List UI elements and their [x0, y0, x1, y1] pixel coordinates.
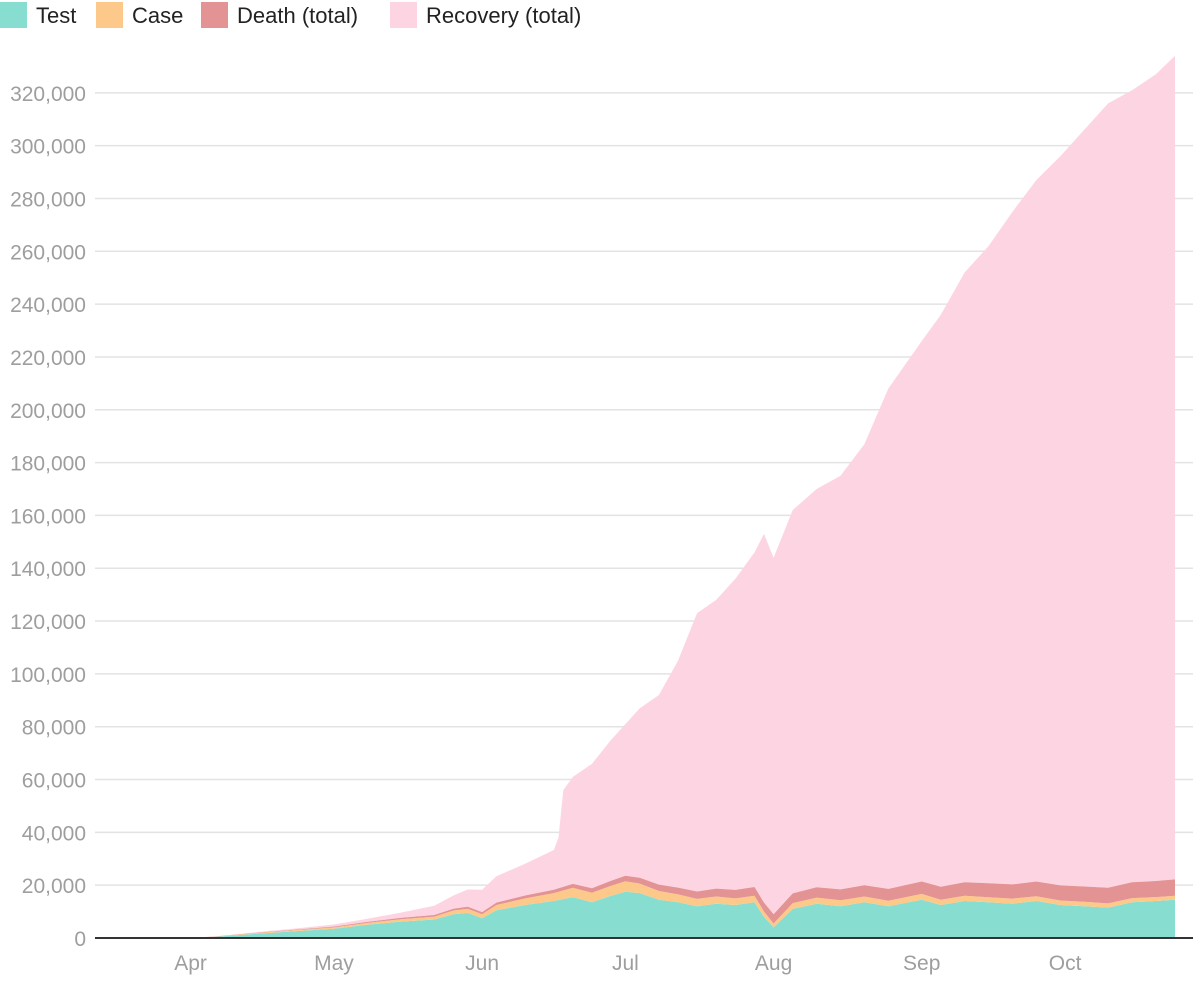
area-test — [95, 891, 1175, 938]
x-tick-label: May — [314, 952, 354, 975]
y-tick-label: 180,000 — [10, 453, 86, 476]
legend-item: Test — [0, 2, 76, 28]
y-tick-label: 300,000 — [10, 136, 86, 159]
y-tick-label: 120,000 — [10, 611, 86, 634]
legend-swatch — [0, 2, 27, 28]
plot-areas — [95, 55, 1175, 939]
legend-label: Case — [132, 3, 183, 28]
x-tick-label: Jun — [465, 952, 499, 975]
y-tick-label: 20,000 — [22, 875, 86, 898]
y-tick-label: 60,000 — [22, 770, 86, 793]
legend-label: Death (total) — [237, 3, 358, 28]
area-recovery-total — [95, 55, 1175, 939]
y-tick-label: 80,000 — [22, 717, 86, 740]
area-case — [95, 881, 1175, 938]
legend-item: Recovery (total) — [390, 2, 581, 28]
y-tick-label: 200,000 — [10, 400, 86, 423]
y-tick-label: 140,000 — [10, 558, 86, 581]
y-tick-label: 100,000 — [10, 664, 86, 687]
x-axis: Apr May Jun Jul Aug Sep Oct — [95, 937, 1193, 975]
y-tick-label: 220,000 — [10, 347, 86, 370]
y-tick-label: 40,000 — [22, 822, 86, 845]
x-tick-label: Oct — [1049, 952, 1082, 975]
y-tick-label: 0 — [74, 928, 86, 951]
legend-swatch — [201, 2, 228, 28]
x-tick-label: Aug — [755, 952, 792, 975]
legend-swatch — [96, 2, 123, 28]
x-tick-label: Apr — [174, 952, 207, 975]
y-tick-label: 320,000 — [10, 83, 86, 106]
x-tick-label: Jul — [612, 952, 639, 975]
legend-swatch — [390, 2, 417, 28]
y-tick-label: 280,000 — [10, 188, 86, 211]
y-tick-label: 260,000 — [10, 241, 86, 264]
legend-label: Test — [36, 3, 76, 28]
legend-label: Recovery (total) — [426, 3, 581, 28]
y-axis: 0 20,000 40,000 60,000 80,000 100,000 120,000 1… — [10, 83, 86, 951]
y-tick-label: 160,000 — [10, 505, 86, 528]
legend-item: Death (total) — [201, 2, 358, 28]
y-tick-label: 240,000 — [10, 294, 86, 317]
legend-item: Case — [96, 2, 183, 28]
area-death-total — [95, 875, 1175, 938]
x-tick-label: Sep — [903, 952, 940, 975]
legend: Test Case Death (total) Recovery (total) — [0, 2, 581, 28]
